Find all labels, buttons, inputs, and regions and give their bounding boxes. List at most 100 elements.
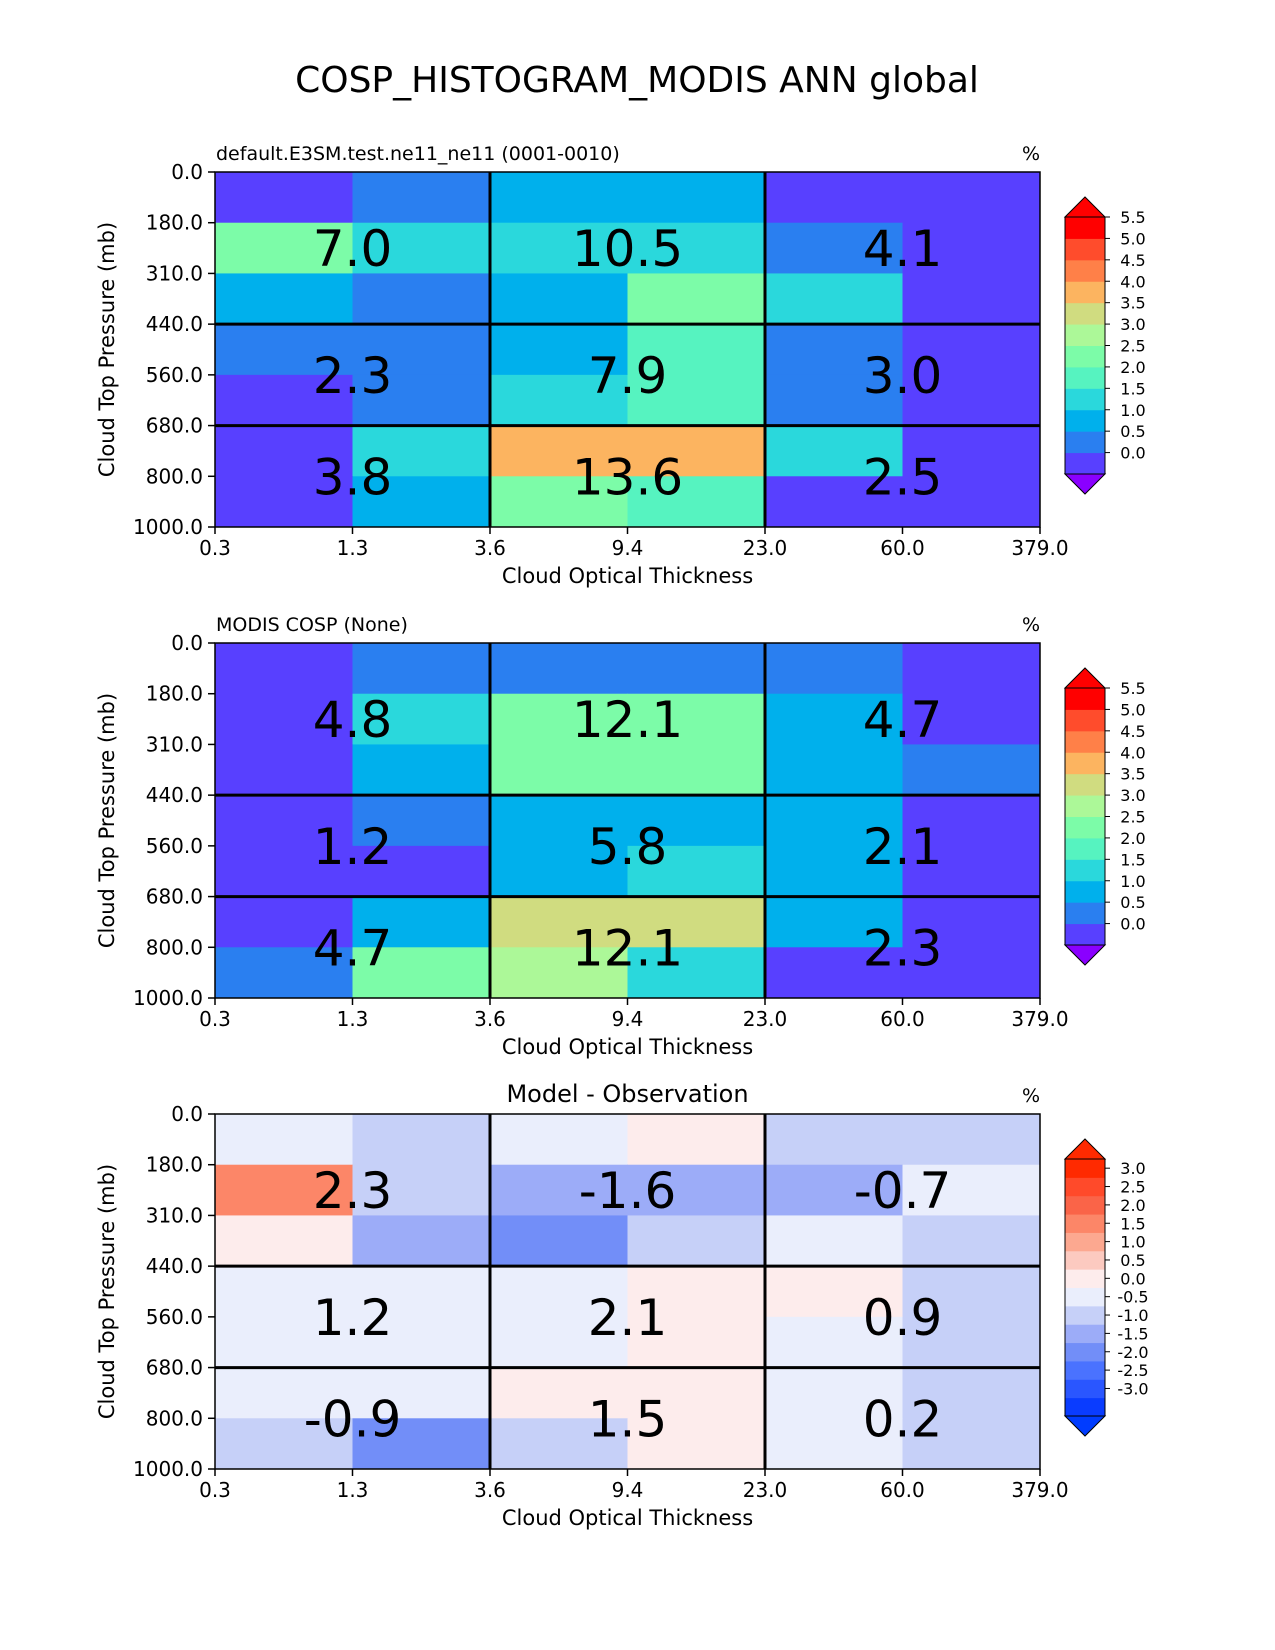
cell-annotation: 2.3 [313,347,393,405]
colorbar-tick-label: 2.5 [1120,337,1145,356]
heatmap-cell [902,643,1041,695]
cell-annotation: 1.5 [588,1390,668,1448]
heatmap-cell [490,1164,628,1216]
heatmap-cell [352,845,491,898]
colorbar-tick-label: 3.0 [1120,1159,1145,1178]
cell-annotation: 2.1 [588,1289,668,1347]
heatmap-cell [352,324,491,376]
colorbar-segment [1065,902,1105,925]
heatmap-cell [627,1266,766,1318]
heatmap-cell [902,172,1041,224]
heatmap-cell [902,1418,1041,1470]
heatmap-cell [902,222,1041,274]
panel-title: Model - Observation [506,1080,748,1108]
cell-annotation: 3.0 [863,347,943,405]
y-tick-label: 560.0 [146,363,203,387]
heatmap-cell [765,795,903,847]
heatmap-cell [215,476,353,528]
figure-title: COSP_HISTOGRAM_MODIS ANN global [295,60,979,101]
heatmap-cell [902,947,1041,999]
x-axis-label: Cloud Optical Thickness [502,1506,753,1530]
heatmap-cell [765,1215,903,1267]
x-tick-label: 9.4 [612,536,644,560]
heatmap-cell [352,1215,491,1267]
colorbar-tick-label: 4.0 [1120,272,1145,291]
x-tick-label: 23.0 [743,1007,788,1031]
heatmap-cell [352,1316,491,1369]
heatmap-cell [627,1215,766,1267]
colorbar-segment [1065,366,1105,389]
heatmap-cell [627,896,766,948]
heatmap-cell [627,273,766,325]
heatmap-cell [765,744,903,796]
heatmap-cell [352,693,491,745]
chart-panel-3: 2.3 -1.6 -0.7 1.2 2.1 0.9 -0.9 1.5 0.2 0.3 1.3 3.6 9… [95,1080,1149,1530]
y-tick-label: 310.0 [146,732,203,756]
x-tick-label: 3.6 [474,1478,506,1502]
y-tick-label: 680.0 [146,1356,203,1380]
colorbar-segment [1065,409,1105,432]
heatmap-cell [765,1266,903,1318]
colorbar-segment [1065,752,1105,775]
heatmap-cell [490,222,628,274]
colorbar-segment [1065,688,1105,710]
heatmap-cell [765,222,903,274]
colorbar-tick-label: 0.5 [1120,1251,1145,1270]
heatmap-cell [765,324,903,376]
colorbar-segment [1065,709,1105,732]
y-tick-label: 180.0 [146,211,203,235]
heatmap-cell [765,1418,903,1470]
cell-annotation: 4.7 [313,919,393,977]
colorbar-tick-label: 5.5 [1120,679,1145,698]
heatmap-cell [902,1114,1041,1166]
heatmap-cell [352,795,491,847]
colorbar-tick-label: 5.0 [1120,229,1145,248]
colorbar-segment [1065,1250,1105,1270]
colorbar-tick-label: 2.5 [1120,808,1145,827]
heatmap-cell [215,1418,353,1470]
heatmap-cell [902,374,1041,427]
heatmap-cell [352,947,491,999]
heatmap-cell [352,1418,491,1470]
heatmap-cell [490,1316,628,1369]
heatmap-cell [765,643,903,695]
y-tick-label: 1000.0 [133,515,203,539]
y-tick-label: 310.0 [146,1203,203,1227]
colorbar-tick-label: -2.5 [1117,1361,1148,1380]
units-label: % [1022,143,1040,165]
heatmap-cell [215,795,353,847]
colorbar-segment [1065,1195,1105,1215]
colorbar-tick-label: -0.5 [1117,1288,1148,1307]
x-tick-label: 0.3 [199,1478,231,1502]
cell-annotation: 3.8 [313,448,393,506]
colorbar-segment [1065,837,1105,860]
colorbar-segment [1065,1342,1105,1362]
colorbar-tick-label: 1.5 [1120,379,1145,398]
colorbar-segment [1065,1397,1105,1417]
heatmap-cell [215,1114,353,1166]
x-tick-label: 3.6 [474,536,506,560]
heatmap-cell [627,172,766,224]
cell-annotation: 0.9 [863,1289,943,1347]
heatmap-cell [627,947,766,999]
x-tick-label: 1.3 [337,1478,369,1502]
x-tick-label: 379.0 [1011,1478,1068,1502]
x-tick-label: 379.0 [1011,1007,1068,1031]
x-axis-label: Cloud Optical Thickness [502,564,753,588]
cell-annotation: 2.3 [313,1162,393,1220]
y-tick-label: 800.0 [146,464,203,488]
colorbar-tick-label: 5.0 [1120,700,1145,719]
y-axis-label: Cloud Top Pressure (mb) [95,693,119,948]
heatmap-cell [352,273,491,325]
panel-title: default.E3SM.test.ne11_ne11 (0001-0010) [216,143,620,165]
y-tick-label: 310.0 [146,261,203,285]
heatmap-cell [902,1164,1041,1216]
colorbar-segment [1065,1232,1105,1252]
x-tick-label: 60.0 [880,536,925,560]
cell-annotation: 10.5 [572,220,683,278]
heatmap-cell [765,425,903,477]
heatmap-cell [490,1215,628,1267]
heatmap-cell [765,1164,903,1216]
heatmap-cell [627,845,766,898]
cell-annotation: 0.2 [863,1390,943,1448]
